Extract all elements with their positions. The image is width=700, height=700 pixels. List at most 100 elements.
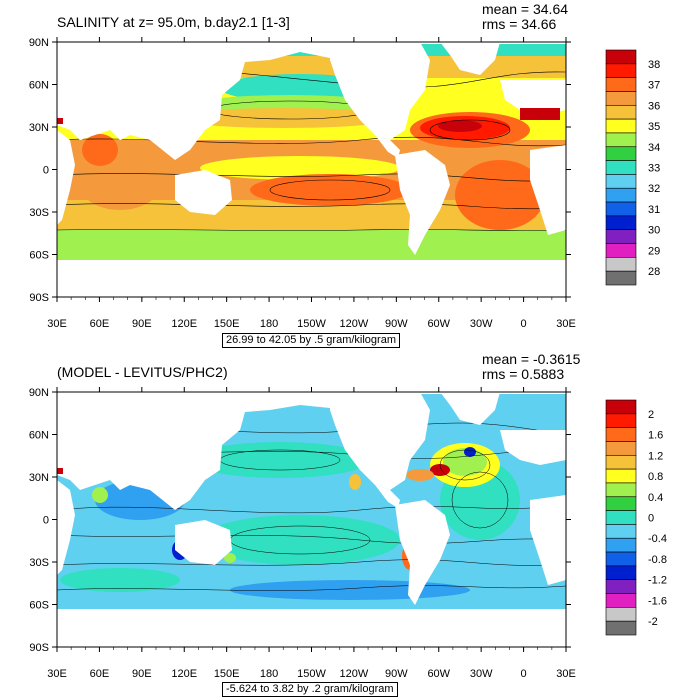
lon-tick-label: 0	[521, 318, 527, 330]
colorbar-swatch	[605, 551, 637, 567]
colorbar-swatch	[605, 399, 637, 415]
colorbar-label: -1.2	[648, 575, 667, 587]
lat-tick-label: 90S	[29, 292, 49, 304]
lat-tick-label: 30S	[29, 207, 49, 219]
lon-tick-label: 150W	[297, 318, 326, 330]
panel1-mean: mean = 34.64	[482, 1, 569, 17]
colorbar-label: 30	[648, 225, 660, 237]
lon-tick-label: 60E	[90, 668, 110, 680]
colorbar-swatch	[605, 160, 637, 175]
lat-tick-label: 0	[43, 515, 49, 527]
colorbar-label: 1.2	[648, 450, 663, 462]
lat-tick-label: 90N	[29, 387, 49, 399]
lon-tick-label: 90W	[385, 318, 408, 330]
panel2-range-label: -5.624 to 3.82 by .2 gram/kilogram	[222, 682, 398, 697]
colorbar-label: 0.8	[648, 471, 663, 483]
colorbar-swatch	[605, 468, 637, 484]
panel2-map: 90N 60N 30N 0 30S 60S 90S 30E 60E 90E 120E 150E 180…	[29, 387, 667, 680]
lon-tick-label: 30E	[47, 668, 67, 680]
panel1-lat-axis: 90N 60N 30N 0 30S 60S 90S	[29, 37, 571, 304]
colorbar-swatch	[605, 104, 637, 120]
colorbar-swatch	[605, 496, 637, 511]
panel1-lon-axis: 30E 60E 90E 120E 150E 180 150W 120W 90W 60W 30W 0 30…	[47, 37, 576, 330]
colorbar-swatch	[605, 524, 637, 539]
colorbar-swatch	[605, 441, 637, 456]
colorbar-swatch	[605, 146, 637, 161]
colorbar-swatch	[605, 229, 637, 244]
lat-tick-label: 30N	[29, 122, 49, 134]
colorbar-label: 31	[648, 204, 660, 216]
colorbar-swatch	[605, 63, 637, 78]
colorbar-label: 29	[648, 245, 660, 257]
panel2-lon-axis: 30E 60E 90E 120E 150E 180 150W 120W 90W 60W 30W 0 30…	[47, 387, 576, 680]
colorbar-swatch	[605, 510, 637, 525]
colorbar-swatch	[605, 91, 637, 106]
colorbar-swatch	[605, 482, 637, 498]
lat-tick-label: 90N	[29, 37, 49, 49]
lon-tick-label: 30E	[556, 668, 576, 680]
lon-tick-label: 60E	[90, 318, 110, 330]
lon-tick-label: 150W	[297, 668, 326, 680]
colorbar-swatch	[605, 243, 637, 258]
colorbar-swatch	[605, 118, 637, 134]
lon-tick-label: 0	[521, 668, 527, 680]
lon-tick-label: 30E	[556, 318, 576, 330]
panel2-mean: mean = -0.3615	[482, 351, 581, 367]
lat-tick-label: 30S	[29, 557, 49, 569]
lat-tick-label: 60N	[29, 80, 49, 92]
colorbar-label: 37	[648, 80, 660, 92]
lon-tick-label: 30W	[470, 318, 493, 330]
colorbar-label: 28	[648, 266, 660, 278]
colorbar-label: 32	[648, 183, 660, 195]
colorbar-swatch	[605, 427, 637, 442]
colorbar-label: 38	[648, 59, 660, 71]
colorbar-label: -1.6	[648, 595, 667, 607]
lat-tick-label: 60S	[29, 600, 49, 612]
colorbar-label: -0.4	[648, 533, 667, 545]
panel2-title: (MODEL - LEVITUS/PHC2)	[57, 364, 228, 380]
colorbar-swatch	[605, 49, 637, 65]
panel2-rms: rms = 0.5883	[482, 366, 565, 382]
panel2-colorbar: 2 1.6 1.2 0.8 0.4 0 -0.4 -0.8 -1.2 -1.6 -2	[605, 399, 667, 636]
colorbar-swatch	[605, 454, 637, 470]
colorbar-label: 0.4	[648, 492, 663, 504]
colorbar-label: -0.8	[648, 554, 667, 566]
colorbar-swatch	[605, 607, 637, 622]
colorbar-swatch	[605, 201, 637, 217]
lon-tick-label: 150E	[214, 318, 240, 330]
colorbar-swatch	[605, 132, 637, 148]
lon-tick-label: 120E	[171, 318, 197, 330]
panel1-map: 90N 60N 30N 0 30S 60S 90S 30E 60E 90E 120E 150E 180…	[29, 37, 660, 330]
colorbar-swatch	[605, 174, 637, 189]
lat-tick-label: 60S	[29, 250, 49, 262]
lon-tick-label: 120E	[171, 668, 197, 680]
colorbar-swatch	[605, 77, 637, 92]
lon-tick-label: 150E	[214, 668, 240, 680]
colorbar-swatch	[605, 537, 637, 553]
panel1-range-label: 26.99 to 42.05 by .5 gram/kilogram	[222, 333, 400, 348]
panel2-lat-axis: 90N 60N 30N 0 30S 60S 90S	[29, 387, 571, 654]
colorbar-label: 2	[648, 409, 654, 421]
lat-tick-label: 30N	[29, 472, 49, 484]
lon-tick-label: 120W	[340, 668, 369, 680]
colorbar-swatch	[605, 187, 637, 203]
colorbar-swatch	[605, 565, 637, 581]
colorbar-label: 35	[648, 121, 660, 133]
lon-tick-label: 180	[260, 668, 278, 680]
colorbar-swatch	[605, 215, 637, 231]
panel1-title: SALINITY at z= 95.0m, b.day2.1 [1-3]	[57, 14, 290, 30]
lon-tick-label: 120W	[340, 318, 369, 330]
colorbar-label: 33	[648, 163, 660, 175]
colorbar-swatch	[605, 620, 637, 636]
colorbar-swatch	[605, 270, 637, 286]
lon-tick-label: 90W	[385, 668, 408, 680]
lat-tick-label: 0	[43, 165, 49, 177]
colorbar-swatch	[605, 579, 637, 594]
lat-tick-label: 90S	[29, 642, 49, 654]
lon-tick-label: 60W	[427, 318, 450, 330]
lon-tick-label: 30W	[470, 668, 493, 680]
colorbar-label: 36	[648, 100, 660, 112]
colorbar-label: 0	[648, 513, 654, 525]
lon-tick-label: 60W	[427, 668, 450, 680]
colorbar-label: -2	[648, 616, 658, 628]
